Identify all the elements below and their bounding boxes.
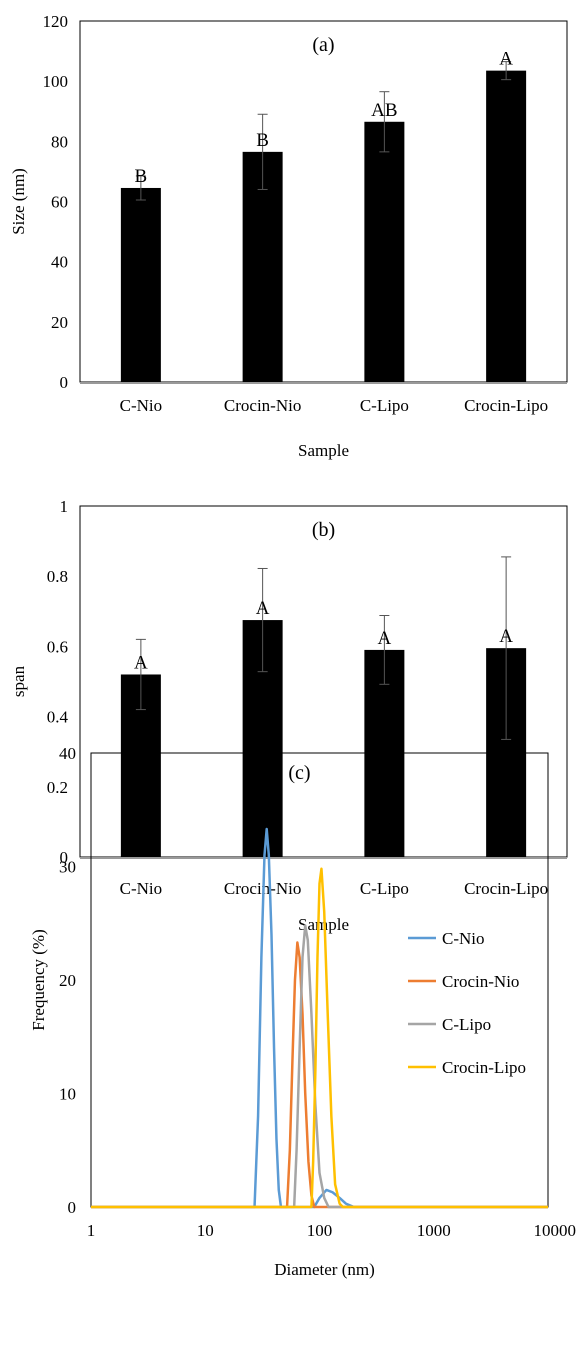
bars-b: A A A A (80, 556, 567, 859)
x-tick-labels-a: C-Nio Crocin-Nio C-Lipo Crocin-Lipo (120, 396, 549, 415)
x-axis-label-c: Diameter (nm) (274, 1260, 375, 1279)
x-tick-labels-b: C-Nio Crocin-Nio C-Lipo Crocin-Lipo (120, 879, 549, 898)
chart-panel-a: 0 20 40 60 80 100 120 B B AB A C-Nio Crocin-Nio C-L… (9, 12, 568, 460)
x-tick-label: 100 (307, 1221, 333, 1240)
x-axis-label-a: Sample (298, 441, 349, 460)
x-tick-label: 10000 (534, 1221, 577, 1240)
x-tick-label: C-Lipo (360, 879, 409, 898)
y-tick-label: 0 (60, 848, 69, 867)
y-tick-labels-c: 0 10 20 30 40 (59, 744, 76, 1217)
panel-label-c: (c) (288, 762, 310, 784)
x-tick-label: Crocin-Lipo (464, 879, 548, 898)
y-tick-label: 30 (59, 858, 76, 877)
chart-panel-b: 00.20.40.60.81 AAA A C-Nio Crocin-Nio C-Lip… (9, 497, 568, 934)
y-tick-label: 40 (51, 253, 68, 272)
bar (120, 187, 161, 382)
y-tick-label: 10 (59, 1085, 76, 1104)
significance-letter: A (378, 628, 392, 649)
legend-label: Crocin-Lipo (442, 1058, 526, 1077)
bar (486, 70, 527, 382)
y-tick-label: 0.4 (47, 708, 69, 727)
y-axis-label-b: span (9, 665, 28, 697)
panel-label-a: (a) (312, 34, 334, 56)
bars-a: B B AB A (80, 49, 567, 384)
significance-letter: A (499, 626, 513, 647)
legend-c: C-Nio Crocin-Nio C-Lipo Crocin-Lipo (408, 929, 526, 1077)
legend-label: C-Lipo (442, 1015, 491, 1034)
x-tick-label: Crocin-Lipo (464, 396, 548, 415)
x-tick-label: 10 (197, 1221, 214, 1240)
y-tick-label: 0.6 (47, 637, 68, 656)
x-tick-labels-c: 1 10 100 1000 10000 (87, 1221, 576, 1240)
y-axis-label-a: Size (nm) (9, 168, 28, 235)
panel-label-b: (b) (312, 519, 335, 541)
y-tick-label: 1 (60, 497, 69, 516)
y-tick-label: 80 (51, 132, 68, 151)
x-tick-label: Crocin-Nio (224, 396, 301, 415)
y-tick-labels-a: 0 20 40 60 80 100 120 (43, 12, 69, 392)
significance-letter: B (256, 130, 269, 151)
significance-letter: A (134, 652, 148, 673)
significance-letter: A (499, 49, 513, 70)
y-tick-label: 20 (51, 313, 68, 332)
series-line (91, 867, 548, 1209)
y-tick-label: 100 (43, 72, 69, 91)
legend-label: C-Nio (442, 929, 485, 948)
x-tick-label: C-Lipo (360, 396, 409, 415)
y-tick-label: 0.2 (47, 778, 68, 797)
x-tick-label: C-Nio (120, 879, 163, 898)
bar (242, 151, 283, 382)
x-tick-label: 1000 (417, 1221, 451, 1240)
y-tick-label: 120 (43, 12, 69, 31)
y-tick-label: 0 (60, 373, 69, 392)
significance-letter: B (135, 166, 148, 187)
x-tick-label: C-Nio (120, 396, 163, 415)
series-lines-c (91, 827, 548, 1209)
x-tick-label: 1 (87, 1221, 96, 1240)
y-tick-labels-b: 0 0.2 0.4 0.6 0.8 1 (47, 497, 69, 867)
significance-letter: A (256, 598, 270, 619)
legend-label: Crocin-Nio (442, 972, 519, 991)
y-tick-label: 0.8 (47, 567, 68, 586)
y-tick-label: 20 (59, 971, 76, 990)
significance-letter: AB (371, 100, 397, 121)
y-tick-label: 60 (51, 193, 68, 212)
series-line (91, 924, 548, 1209)
y-tick-label: 0 (68, 1198, 77, 1217)
chart-panel-c: 0 10 20 30 40 1 10 100 1000 10000 C-Nio Crocin-Ni… (29, 744, 576, 1279)
bar (364, 121, 405, 382)
y-tick-label: 40 (59, 744, 76, 763)
y-axis-label-c: Frequency (%) (29, 929, 48, 1031)
